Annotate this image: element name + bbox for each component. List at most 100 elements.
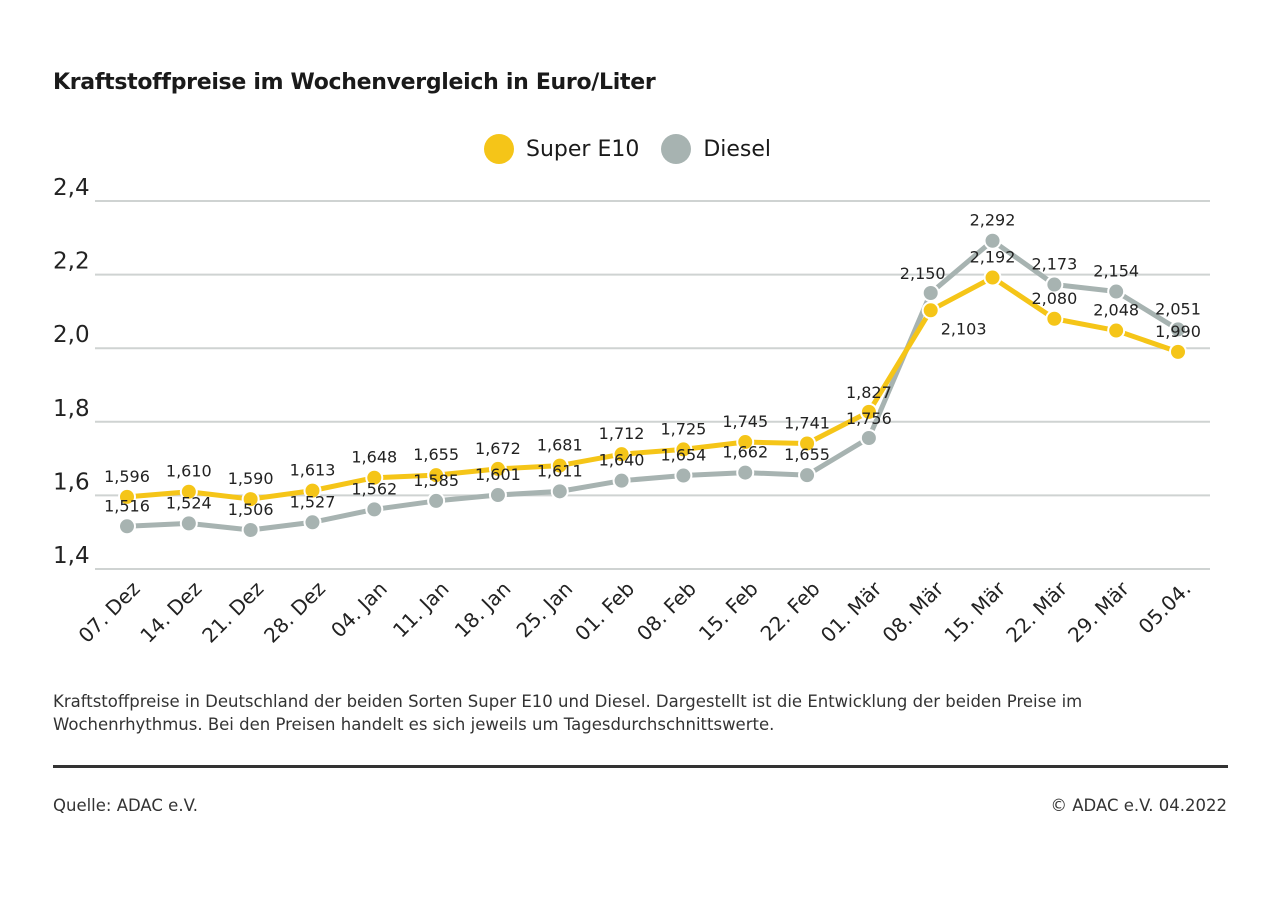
data-point xyxy=(550,456,569,475)
data-label: 1,990 xyxy=(1155,322,1201,341)
x-tick-label: 05.04. xyxy=(1134,577,1196,639)
legend-item-super-e10: Super E10 xyxy=(484,134,639,164)
data-label: 1,745 xyxy=(722,412,768,431)
data-point xyxy=(427,466,446,485)
data-point xyxy=(798,434,817,453)
legend-marker-super-e10 xyxy=(484,134,514,164)
data-label: 1,654 xyxy=(661,446,707,465)
data-label: 1,516 xyxy=(104,496,150,515)
data-point xyxy=(736,433,755,452)
x-tick-label: 22. Feb xyxy=(756,577,825,646)
x-tick-label: 15. Mär xyxy=(939,576,1010,647)
data-point xyxy=(612,471,631,490)
x-tick-label: 04. Jan xyxy=(326,577,392,643)
x-tick-label: 14. Dez xyxy=(135,577,206,648)
copyright-note: © ADAC e.V. 04.2022 xyxy=(1050,796,1228,815)
data-label: 1,585 xyxy=(413,471,459,490)
data-point xyxy=(118,487,136,506)
data-label: 1,527 xyxy=(290,492,336,511)
data-label: 1,712 xyxy=(599,424,645,443)
legend-label: Super E10 xyxy=(526,136,640,162)
data-point xyxy=(179,514,198,533)
data-point xyxy=(1169,342,1187,361)
x-tick-label: 21. Dez xyxy=(197,577,268,648)
data-label: 1,672 xyxy=(475,439,521,458)
data-point xyxy=(179,482,198,501)
data-label: 2,173 xyxy=(1031,255,1077,274)
data-point xyxy=(798,466,817,485)
series-line-diesel xyxy=(126,238,1180,533)
data-point xyxy=(1169,320,1187,339)
data-label: 1,662 xyxy=(722,443,768,462)
data-label: 1,524 xyxy=(166,493,212,512)
data-label: 1,562 xyxy=(351,479,397,498)
data-label: 1,827 xyxy=(846,383,892,402)
x-tick-label: 28. Dez xyxy=(259,577,330,648)
x-tick-label: 29. Mär xyxy=(1063,576,1134,647)
data-point xyxy=(674,440,693,459)
chart-title: Kraftstoffpreise im Wochenvergleich in E… xyxy=(53,70,656,95)
data-point xyxy=(303,513,322,532)
data-label: 2,150 xyxy=(900,264,946,283)
x-tick-label: 18. Jan xyxy=(450,577,516,643)
y-tick-label: 2,2 xyxy=(53,249,90,275)
data-label: 2,154 xyxy=(1093,262,1139,281)
data-label: 1,648 xyxy=(351,448,397,467)
data-label: 1,601 xyxy=(475,465,521,484)
legend-label: Diesel xyxy=(703,136,772,162)
data-point xyxy=(118,517,136,536)
data-point xyxy=(859,428,878,447)
data-point xyxy=(1045,275,1064,294)
data-point xyxy=(859,402,878,421)
y-tick-label: 1,4 xyxy=(53,543,90,569)
x-tick-label: 01. Feb xyxy=(570,577,639,646)
data-label: 1,590 xyxy=(228,469,274,488)
data-point xyxy=(488,486,507,505)
x-tick-label: 15. Feb xyxy=(694,577,763,646)
data-point xyxy=(736,463,755,482)
data-label: 2,048 xyxy=(1093,301,1139,320)
data-label: 1,640 xyxy=(599,451,645,470)
legend: Super E10 Diesel xyxy=(484,134,793,164)
data-point xyxy=(612,445,631,464)
data-point xyxy=(1045,309,1064,328)
data-label: 1,756 xyxy=(846,409,892,428)
legend-item-diesel: Diesel xyxy=(661,134,771,164)
x-tick-label: 01. Mär xyxy=(816,576,887,647)
data-point xyxy=(365,468,384,487)
data-point xyxy=(983,231,1002,250)
data-label: 1,655 xyxy=(413,445,459,464)
legend-marker-diesel xyxy=(661,134,692,164)
x-tick-label: 08. Mär xyxy=(878,576,949,647)
data-label: 1,506 xyxy=(228,500,274,519)
data-label: 2,192 xyxy=(970,248,1016,267)
data-label: 1,596 xyxy=(104,467,150,486)
data-label: 2,292 xyxy=(970,211,1016,230)
data-point xyxy=(427,491,446,510)
y-tick-label: 1,6 xyxy=(53,469,90,495)
data-point xyxy=(241,520,260,539)
data-point xyxy=(1107,282,1126,301)
data-label: 1,610 xyxy=(166,462,212,481)
data-point xyxy=(921,301,940,320)
y-tick-label: 2,0 xyxy=(53,322,90,348)
series-line-super-e10 xyxy=(126,275,1179,502)
y-tick-label: 2,4 xyxy=(53,175,90,201)
source-note: Quelle: ADAC e.V. xyxy=(53,796,198,815)
data-label: 2,080 xyxy=(1031,289,1077,308)
data-label: 1,613 xyxy=(290,461,336,480)
x-tick-label: 25. Jan xyxy=(512,577,578,643)
data-point xyxy=(303,481,322,500)
data-point xyxy=(550,482,569,501)
data-label: 1,655 xyxy=(784,445,830,464)
data-label: 2,051 xyxy=(1155,299,1201,318)
data-point xyxy=(365,500,384,519)
x-tick-label: 22. Mär xyxy=(1001,576,1072,647)
data-point xyxy=(983,268,1002,287)
x-tick-label: 07. Dez xyxy=(74,577,145,648)
x-tick-label: 08. Feb xyxy=(632,577,701,646)
data-label: 1,741 xyxy=(784,414,830,433)
data-label: 1,611 xyxy=(537,461,583,480)
data-point xyxy=(674,466,693,485)
